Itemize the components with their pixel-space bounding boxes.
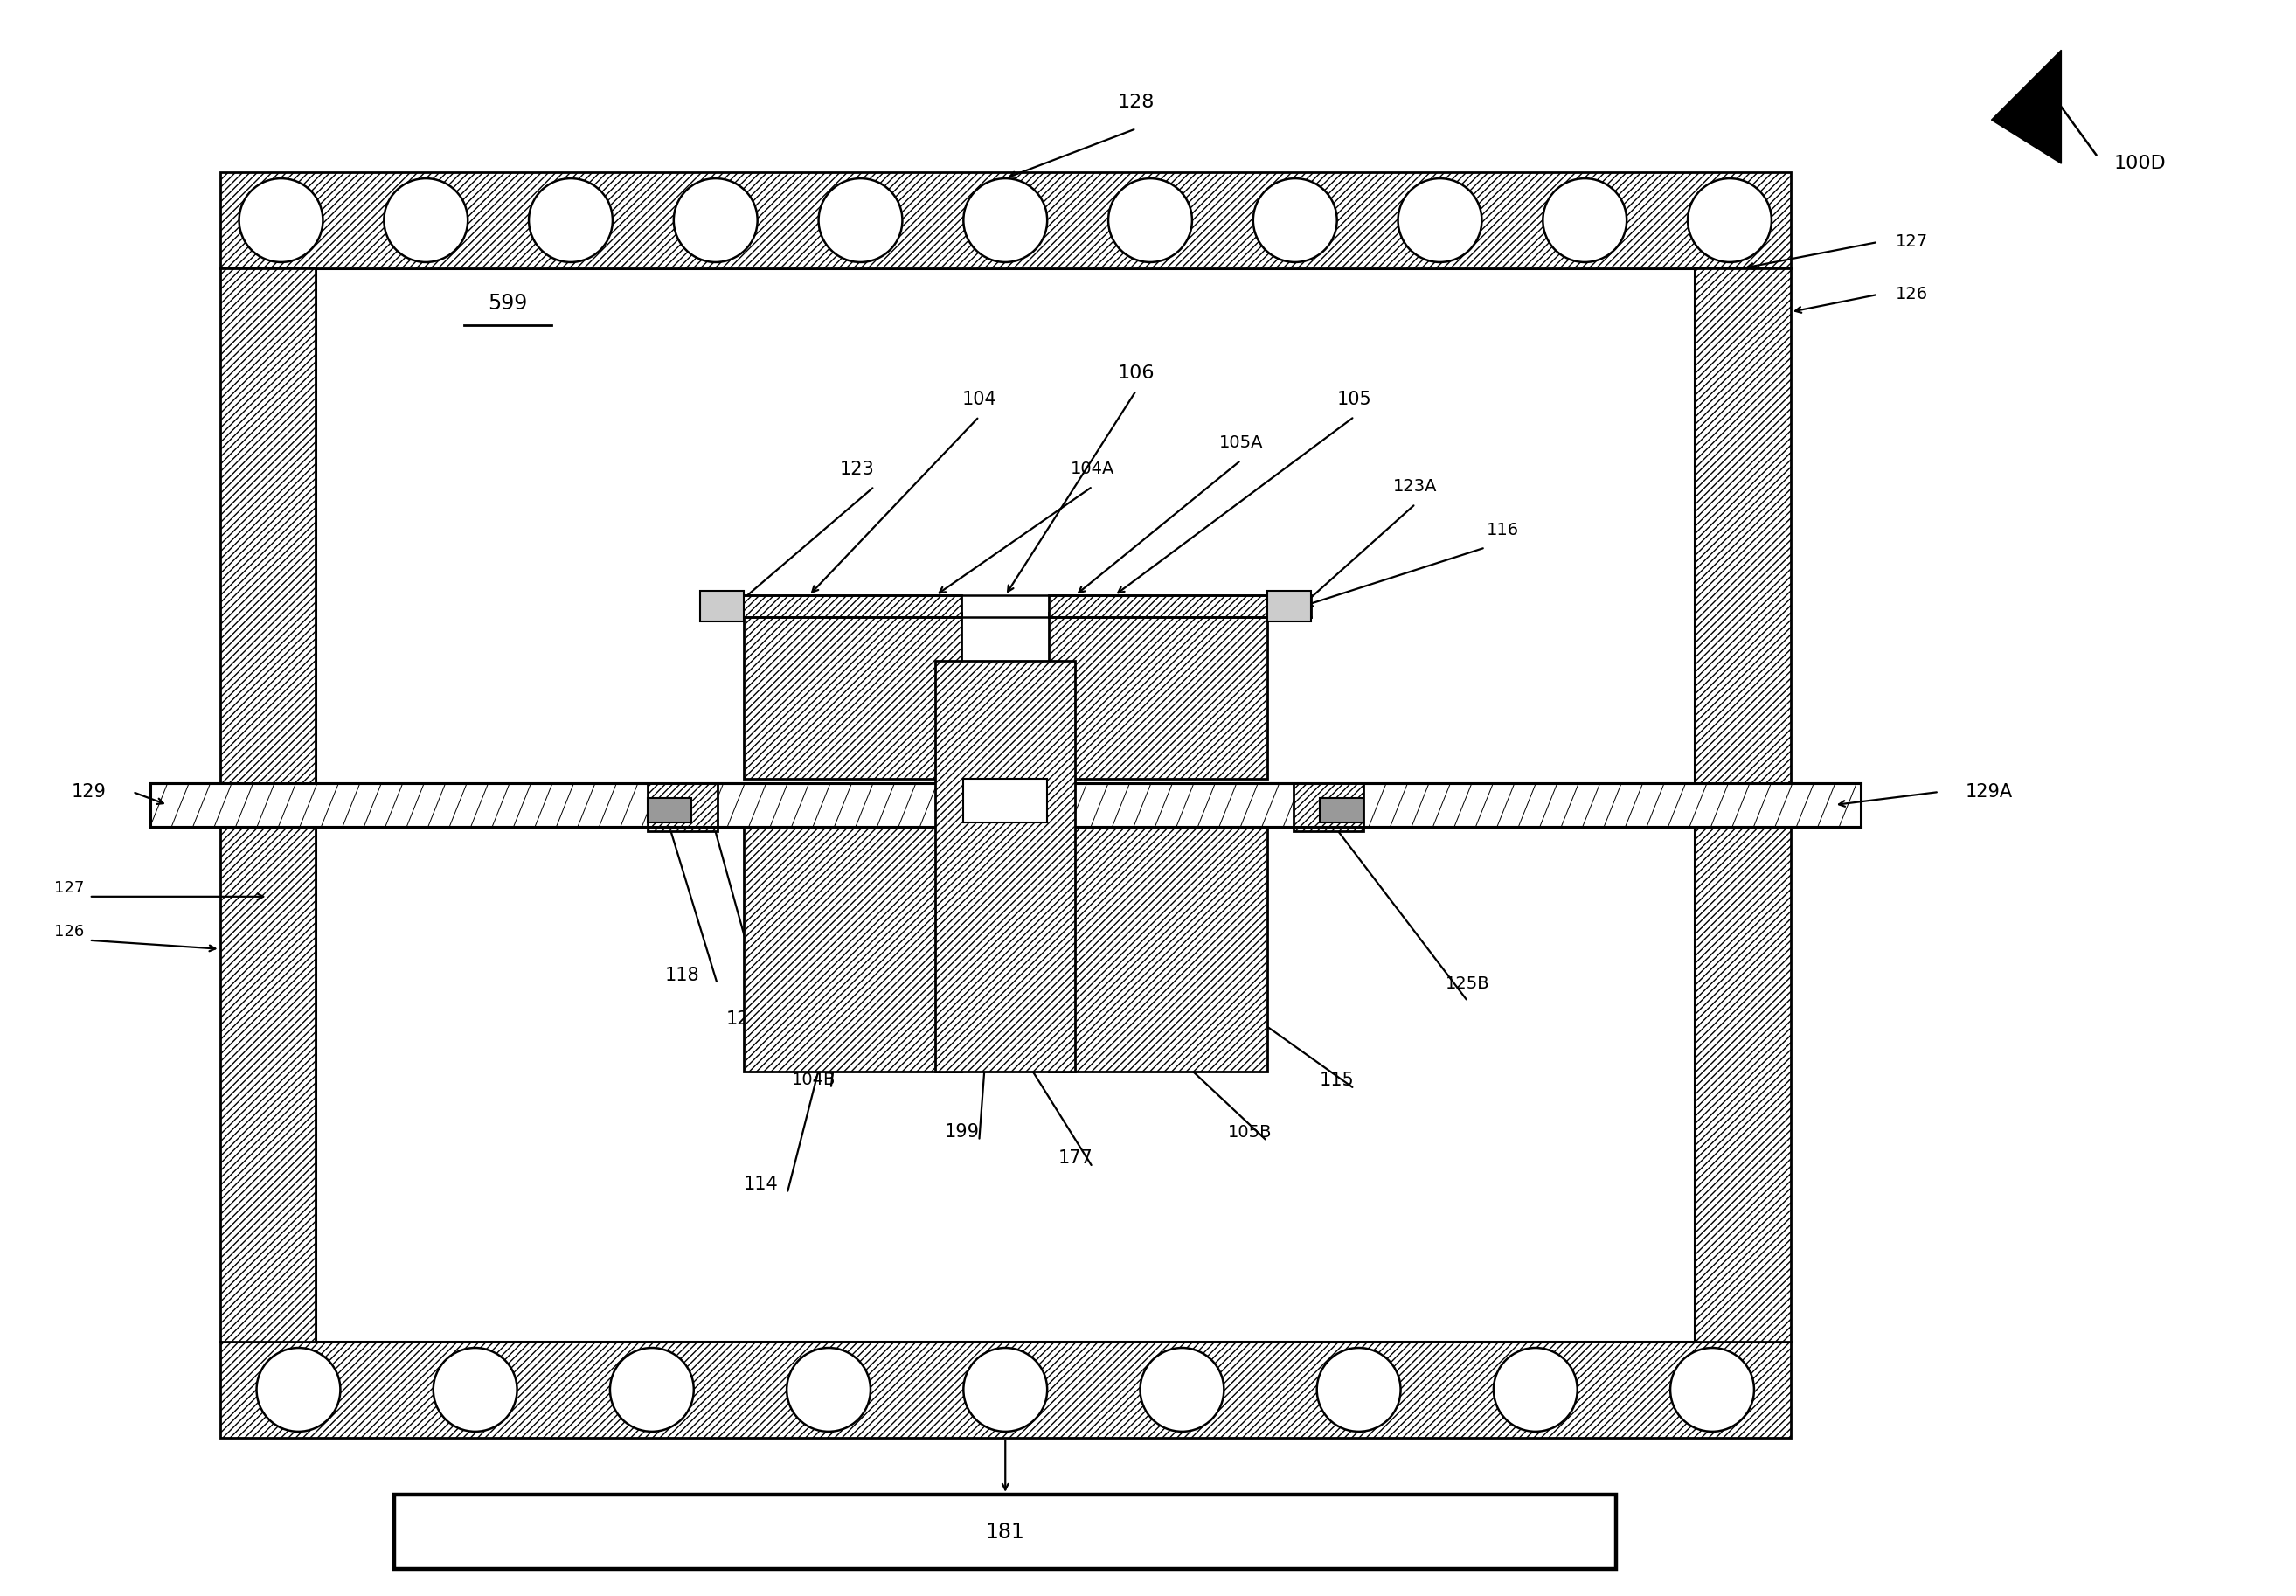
Bar xyxy=(1694,268,1791,1342)
Circle shape xyxy=(1669,1347,1754,1432)
Circle shape xyxy=(1318,1347,1401,1432)
Polygon shape xyxy=(1991,49,2062,163)
Text: 106: 106 xyxy=(1118,364,1155,381)
Bar xyxy=(1293,784,1364,832)
Circle shape xyxy=(611,1347,693,1432)
Circle shape xyxy=(1141,1347,1224,1432)
Circle shape xyxy=(1543,179,1626,262)
Circle shape xyxy=(1495,1347,1577,1432)
Text: 115: 115 xyxy=(1320,1071,1355,1088)
Text: 123A: 123A xyxy=(1394,479,1437,495)
Text: 128: 128 xyxy=(1118,94,1155,112)
Text: 127: 127 xyxy=(55,879,85,895)
Circle shape xyxy=(434,1347,517,1432)
Circle shape xyxy=(1398,179,1481,262)
Bar xyxy=(1267,591,1311,622)
Text: 105B: 105B xyxy=(1228,1124,1272,1141)
Bar xyxy=(934,661,1075,1071)
Text: 181: 181 xyxy=(985,1521,1024,1542)
Bar xyxy=(744,827,962,1071)
Circle shape xyxy=(964,1347,1047,1432)
Bar xyxy=(700,591,744,622)
Circle shape xyxy=(1254,179,1336,262)
Circle shape xyxy=(1109,179,1192,262)
Text: 125B: 125B xyxy=(1446,975,1490,993)
Text: 104A: 104A xyxy=(1070,461,1114,477)
Bar xyxy=(1049,827,1267,1071)
Text: 104: 104 xyxy=(962,391,996,409)
Bar xyxy=(220,1342,1791,1438)
Circle shape xyxy=(528,179,613,262)
Circle shape xyxy=(673,179,758,262)
Text: 116: 116 xyxy=(1486,522,1520,538)
Bar xyxy=(220,172,1791,268)
Bar xyxy=(647,798,691,822)
Circle shape xyxy=(820,179,902,262)
Text: 126: 126 xyxy=(1896,286,1929,303)
Circle shape xyxy=(239,179,324,262)
Bar xyxy=(395,1494,1616,1569)
Circle shape xyxy=(383,179,468,262)
Bar xyxy=(1049,613,1267,779)
Text: 599: 599 xyxy=(489,292,528,314)
Text: 177: 177 xyxy=(1058,1149,1093,1167)
Text: 199: 199 xyxy=(944,1124,978,1141)
Text: 127: 127 xyxy=(1896,233,1929,251)
Bar xyxy=(1049,595,1311,618)
Circle shape xyxy=(257,1347,340,1432)
Bar xyxy=(647,784,716,832)
Circle shape xyxy=(788,1347,870,1432)
Text: 105A: 105A xyxy=(1219,434,1263,452)
Bar xyxy=(1320,798,1364,822)
Text: 105: 105 xyxy=(1336,391,1371,409)
Circle shape xyxy=(964,179,1047,262)
Bar xyxy=(220,268,317,1342)
Text: 104B: 104B xyxy=(792,1071,836,1088)
Text: 125: 125 xyxy=(726,1010,760,1028)
Bar xyxy=(700,595,962,618)
Text: 100D: 100D xyxy=(2115,155,2165,172)
Text: 118: 118 xyxy=(666,967,700,983)
Bar xyxy=(317,268,1694,1342)
Text: 123: 123 xyxy=(840,460,875,477)
Bar xyxy=(744,613,962,779)
Bar xyxy=(149,784,1860,827)
Bar xyxy=(964,779,1047,822)
Text: 129: 129 xyxy=(71,784,106,801)
Text: 126: 126 xyxy=(55,924,85,940)
Circle shape xyxy=(1688,179,1773,262)
Text: 129A: 129A xyxy=(1965,784,2014,801)
Text: 114: 114 xyxy=(744,1176,778,1194)
